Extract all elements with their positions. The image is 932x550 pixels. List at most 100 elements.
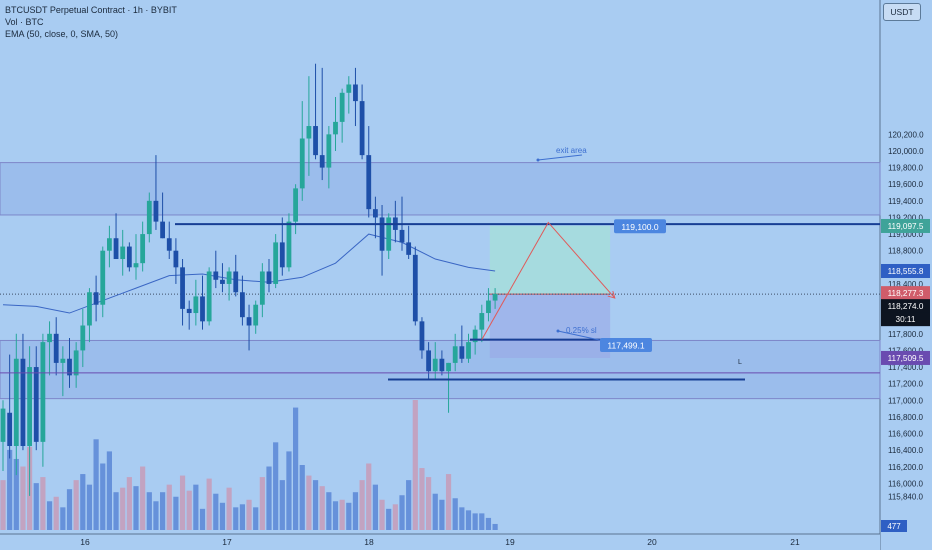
- volume-bar[interactable]: [239, 504, 245, 530]
- axis-last-price-tag[interactable]: 118,274.0: [888, 302, 924, 311]
- volume-bar[interactable]: [399, 495, 405, 530]
- legend-title[interactable]: BTCUSDT Perpetual Contract · 1h · BYBIT: [5, 5, 177, 15]
- volume-bar[interactable]: [426, 477, 432, 530]
- stop-price-tag[interactable]: 117,499.1: [607, 341, 644, 351]
- candle-body[interactable]: [439, 358, 445, 372]
- candle-body[interactable]: [220, 279, 225, 284]
- volume-bar[interactable]: [472, 513, 478, 530]
- ema-line[interactable]: [2, 233, 496, 314]
- volume-bar[interactable]: [40, 477, 46, 530]
- plot-background[interactable]: [0, 0, 880, 534]
- candle-body[interactable]: [446, 362, 451, 372]
- volume-bar[interactable]: [246, 499, 252, 530]
- volume-bar[interactable]: [332, 501, 339, 530]
- candle-body[interactable]: [466, 342, 471, 359]
- volume-bar[interactable]: [392, 504, 398, 530]
- volume-bar[interactable]: [226, 487, 232, 530]
- exit-area-label[interactable]: exit area: [556, 146, 587, 155]
- y-tick-label[interactable]: 119,400.0: [888, 197, 924, 206]
- volume-bar[interactable]: [439, 499, 445, 530]
- volume-bar[interactable]: [140, 466, 146, 530]
- exit-area-arrow-dot[interactable]: [536, 158, 540, 162]
- candle-body[interactable]: [47, 333, 52, 343]
- candle-body[interactable]: [20, 358, 26, 447]
- candle-body[interactable]: [486, 300, 491, 314]
- volume-bar[interactable]: [432, 493, 438, 530]
- volume-bar[interactable]: [179, 475, 186, 530]
- candle-body[interactable]: [87, 292, 92, 326]
- candle-body[interactable]: [386, 217, 392, 251]
- volume-bar[interactable]: [286, 451, 292, 530]
- y-tick-label[interactable]: 117,800.0: [888, 330, 924, 339]
- volume-bar[interactable]: [379, 499, 385, 530]
- candle-body[interactable]: [40, 342, 46, 442]
- y-tick-label[interactable]: 116,400.0: [888, 446, 924, 455]
- volume-bar[interactable]: [73, 480, 79, 530]
- candle-body[interactable]: [0, 408, 6, 442]
- candle-body[interactable]: [73, 350, 79, 376]
- x-tick-label[interactable]: 21: [790, 537, 800, 547]
- candle-body[interactable]: [472, 329, 478, 343]
- volume-bar[interactable]: [372, 484, 378, 530]
- candle-body[interactable]: [213, 271, 219, 280]
- axis-entry-tag[interactable]: 118,277.3: [888, 289, 924, 298]
- y-tick-label[interactable]: 116,000.0: [888, 479, 924, 488]
- volume-bar[interactable]: [186, 490, 192, 530]
- candle-body[interactable]: [279, 242, 285, 268]
- volume-bar[interactable]: [80, 474, 86, 530]
- y-tick-label[interactable]: 120,000.0: [888, 147, 924, 156]
- y-tick-label[interactable]: 119,600.0: [888, 180, 924, 189]
- volume-bar[interactable]: [213, 493, 219, 530]
- axis-countdown-tag-bg[interactable]: [881, 312, 930, 327]
- x-tick-label[interactable]: 20: [647, 537, 657, 547]
- volume-bar[interactable]: [233, 507, 239, 530]
- candle-body[interactable]: [120, 246, 126, 260]
- volume-bar[interactable]: [273, 442, 279, 530]
- volume-bar[interactable]: [312, 480, 319, 530]
- candle-body[interactable]: [226, 271, 232, 284]
- volume-bar[interactable]: [459, 507, 465, 530]
- candle-body[interactable]: [379, 217, 385, 251]
- candle-body[interactable]: [412, 254, 418, 322]
- volume-bar[interactable]: [299, 465, 305, 530]
- volume-bar[interactable]: [106, 451, 112, 530]
- y-tick-label[interactable]: 117,000.0: [888, 396, 924, 405]
- stop-loss-arrow[interactable]: [557, 330, 605, 342]
- candle-body[interactable]: [373, 209, 378, 218]
- candle-body[interactable]: [193, 296, 199, 314]
- axis-volume-tag[interactable]: 477: [887, 522, 901, 531]
- volume-bar[interactable]: [339, 499, 345, 530]
- candle-body[interactable]: [240, 292, 245, 318]
- volume-bar[interactable]: [293, 407, 299, 530]
- candle-body[interactable]: [93, 292, 99, 305]
- y-tick-label[interactable]: 120,200.0: [888, 130, 924, 139]
- volume-bar[interactable]: [126, 477, 132, 530]
- candle-body[interactable]: [479, 313, 485, 330]
- candle-body[interactable]: [406, 242, 412, 255]
- candle-body[interactable]: [33, 367, 39, 442]
- y-tick-label[interactable]: 119,000.0: [888, 230, 924, 239]
- candle-body[interactable]: [319, 155, 325, 168]
- y-tick-label[interactable]: 118,400.0: [888, 280, 924, 289]
- volume-bar[interactable]: [359, 480, 365, 530]
- candle-body[interactable]: [173, 250, 179, 268]
- y-tick-label[interactable]: 115,840.0: [888, 493, 924, 502]
- y-tick-label[interactable]: 117,600.0: [888, 346, 924, 355]
- candle-body[interactable]: [419, 321, 425, 351]
- candle-body[interactable]: [299, 138, 305, 189]
- axis-ema-tag[interactable]: 118,555.8: [888, 267, 924, 276]
- stop-loss-pct-label[interactable]: 0.25% sl: [566, 326, 597, 335]
- candle-body[interactable]: [126, 246, 132, 268]
- candle-body[interactable]: [346, 84, 352, 93]
- candle-body[interactable]: [273, 242, 279, 284]
- upper-supply-zone[interactable]: [0, 162, 881, 216]
- candle-body[interactable]: [133, 263, 139, 268]
- volume-bar[interactable]: [266, 466, 272, 530]
- candle-body[interactable]: [140, 234, 146, 264]
- candle-body[interactable]: [146, 200, 152, 235]
- volume-bar[interactable]: [66, 489, 73, 530]
- candle-body[interactable]: [107, 238, 112, 251]
- candle-body[interactable]: [426, 350, 431, 372]
